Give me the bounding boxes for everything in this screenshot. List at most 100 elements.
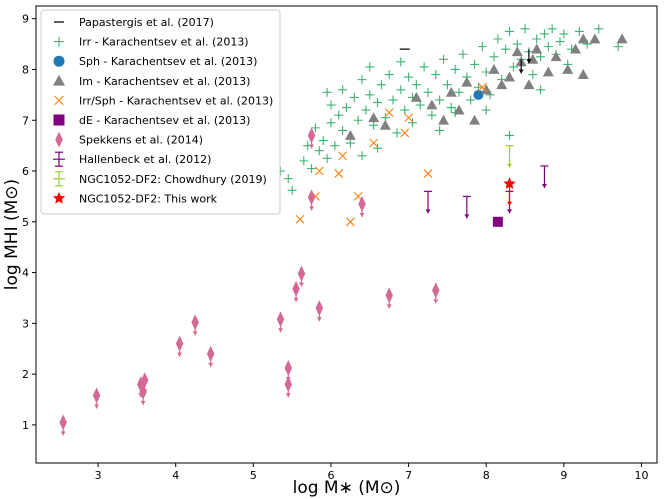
data-point [488,63,500,74]
data-point [574,26,584,36]
data-point [462,195,471,219]
data-point [299,156,309,166]
data-point [373,97,383,107]
data-point [501,44,511,54]
data-point [139,383,147,400]
legend-marker [54,36,64,47]
data-point [458,49,468,59]
y-tick-label: 2 [22,368,29,381]
data-point [505,26,515,36]
data-point [477,82,487,92]
black-limit-arrow [518,59,524,74]
plot-frame [35,5,658,464]
data-point [287,185,297,195]
data-point [442,80,452,90]
series-2 [473,89,484,100]
data-point [470,59,480,69]
data-point [357,75,367,85]
data-point [594,24,604,34]
x-tick-label: 9 [560,469,567,482]
data-point [206,345,215,362]
data-point [473,89,484,100]
data-point [310,123,320,133]
data-point [461,76,473,87]
legend-entry-2: Sph - Karachentsev et al. (2013) [53,55,257,68]
legend-label: Irr/Sph - Karachentsev et al. (2013) [79,94,273,107]
legend-label: Spekkens et al. (2014) [79,134,203,147]
data-point [358,196,366,213]
data-point [292,280,300,297]
legend-entry-7: Hallenbeck et al. (2012) [53,151,211,167]
legend-label: Im - Karachentsev et al. (2013) [79,75,250,88]
data-point [318,136,328,146]
data-point [345,217,355,227]
data-point [469,114,481,125]
series-5 [492,216,503,227]
y-tick-label: 8 [22,63,29,76]
black-limit-arrow [526,49,532,64]
data-point [450,64,460,74]
data-point [338,125,348,135]
data-point [322,153,332,163]
data-point [424,190,433,214]
data-point [435,125,445,135]
data-point [528,70,538,80]
data-point [373,143,383,153]
data-point [345,138,355,148]
y-tick-label: 6 [22,165,29,178]
data-point [361,105,371,115]
data-point [477,42,487,52]
data-point [379,119,391,130]
data-point [432,282,440,299]
data-point [481,67,491,77]
upper-limit-arrow [541,165,547,188]
y-tick-label: 4 [22,267,29,280]
x-tick-label: 4 [172,469,179,482]
series-8 [505,145,514,168]
data-point [536,52,546,62]
upper-limit-arrow [507,183,513,206]
data-point [400,105,410,115]
data-point [431,70,441,80]
data-point [334,110,344,120]
data-point [315,300,324,317]
data-point [523,79,535,90]
data-point [481,105,491,115]
data-point [396,85,406,95]
data-point [344,129,356,140]
data-point [326,118,336,128]
data-point [505,145,514,168]
data-point [307,189,316,206]
upper-limit-arrow [507,145,513,168]
legend-box [40,9,281,215]
legend-entry-5: dE - Karachentsev et al. (2013) [53,114,250,127]
legend-label: NGC1052-DF2: This work [79,192,218,205]
data-point [426,99,438,110]
data-point [555,37,565,47]
data-point [392,128,402,138]
legend-label: Sph - Karachentsev et al. (2013) [79,55,257,68]
series-1 [276,24,623,195]
x-tick-label: 8 [483,469,490,482]
data-point [496,79,508,90]
data-point [307,163,317,173]
data-point [613,42,623,52]
legend-marker [53,171,65,187]
legend-label: Papastergis et al. (2017) [79,16,214,29]
data-point [396,57,406,67]
data-point [577,33,589,44]
legend-entry-6: Spekkens et al. (2014) [55,131,203,148]
legend-entry-3: Im - Karachentsev et al. (2013) [53,74,250,88]
data-point [369,120,379,130]
data-point [504,71,516,82]
data-point [445,86,457,97]
data-point [334,169,344,178]
series-3 [344,33,628,140]
data-point [314,146,324,156]
upper-limit-arrow [425,191,431,214]
upper-limit-arrow [464,196,470,219]
data-point [384,70,394,80]
data-point [140,372,149,389]
data-point [330,141,340,151]
data-point [453,104,465,115]
